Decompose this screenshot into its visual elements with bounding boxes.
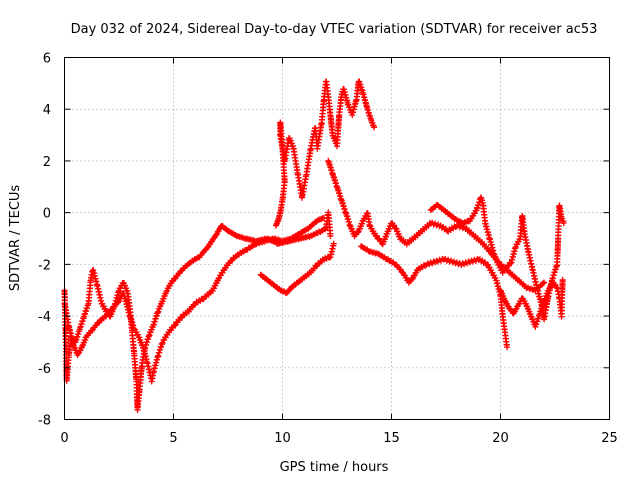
data-point — [178, 314, 185, 321]
data-point — [507, 260, 514, 267]
x-tick-label: 0 — [60, 431, 68, 446]
data-point — [213, 231, 220, 238]
data-point — [327, 232, 334, 239]
data-point — [559, 276, 566, 283]
y-tick-label: 4 — [43, 103, 51, 118]
axis-ticks — [64, 57, 610, 420]
data-point — [134, 331, 141, 338]
x-tick-labels: 0 5 10 15 20 25 — [60, 431, 617, 446]
data-point — [330, 240, 337, 247]
data-point — [320, 214, 327, 221]
x-tick-label: 25 — [601, 431, 618, 446]
data-point — [540, 280, 547, 287]
data-point — [232, 231, 239, 238]
y-tick-label: 6 — [43, 52, 51, 67]
data-point — [503, 265, 510, 272]
data-point — [504, 344, 511, 351]
data-point — [209, 287, 216, 294]
data-point — [171, 322, 178, 329]
x-tick-label: 20 — [492, 431, 509, 446]
data-point — [553, 284, 560, 291]
data-point — [354, 229, 361, 236]
y-axis-label: SDTVAR / TECUs — [8, 185, 23, 292]
plot-frame — [64, 57, 610, 420]
y-tick-label: 0 — [43, 207, 51, 222]
data-points — [61, 78, 567, 413]
data-point — [371, 124, 378, 131]
data-point — [191, 301, 198, 308]
data-point — [326, 254, 333, 261]
y-tick-labels: -8 -6 -4 -2 0 2 4 6 — [38, 52, 51, 429]
y-tick-label: -2 — [38, 258, 51, 273]
x-tick-label: 5 — [169, 431, 177, 446]
data-point — [409, 275, 416, 282]
data-point — [171, 275, 178, 282]
data-point — [541, 279, 548, 286]
y-tick-label: -8 — [38, 414, 51, 429]
chart-title: Day 032 of 2024, Sidereal Day-to-day VTE… — [71, 22, 598, 37]
y-tick-label: -6 — [38, 362, 51, 377]
y-tick-label: -4 — [38, 310, 51, 325]
data-point — [560, 219, 567, 226]
y-tick-label: 2 — [43, 155, 51, 170]
x-tick-label: 15 — [383, 431, 400, 446]
x-tick-label: 10 — [274, 431, 291, 446]
x-axis-label: GPS time / hours — [280, 460, 389, 475]
